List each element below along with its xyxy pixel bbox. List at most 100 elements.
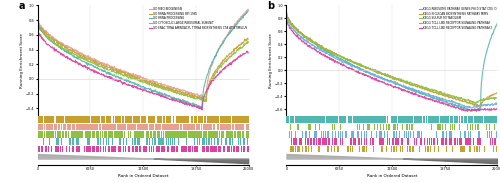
- Bar: [211, 131, 212, 138]
- Bar: [129, 124, 130, 130]
- Bar: [107, 116, 108, 123]
- Bar: [166, 131, 168, 138]
- Bar: [181, 131, 182, 138]
- Bar: [83, 124, 84, 130]
- Bar: [58, 124, 59, 130]
- Bar: [233, 146, 234, 152]
- Bar: [384, 131, 385, 138]
- Bar: [326, 124, 328, 130]
- Bar: [135, 131, 136, 138]
- Bar: [217, 138, 218, 145]
- Bar: [180, 124, 182, 130]
- Bar: [76, 124, 77, 130]
- Bar: [456, 124, 458, 130]
- Bar: [182, 138, 184, 145]
- Bar: [100, 131, 101, 138]
- Bar: [180, 146, 182, 152]
- Bar: [214, 146, 215, 152]
- Bar: [81, 116, 82, 123]
- Bar: [132, 138, 133, 145]
- Bar: [323, 131, 324, 138]
- Bar: [87, 131, 88, 138]
- Bar: [452, 116, 453, 123]
- Bar: [82, 138, 83, 145]
- Legend: GO RIBO BIOGENESIS, GO RRNA PROCESSING BPI 1985, GO RRNA PROCESSING, GO CYTOSOLI: GO RIBO BIOGENESIS, GO RRNA PROCESSING B…: [149, 7, 247, 30]
- Bar: [55, 146, 56, 152]
- Bar: [398, 138, 399, 145]
- Bar: [342, 116, 343, 123]
- Bar: [236, 124, 237, 130]
- Bar: [232, 131, 234, 138]
- Bar: [342, 131, 343, 138]
- Bar: [292, 146, 293, 152]
- Bar: [240, 124, 241, 130]
- Bar: [202, 116, 203, 123]
- Bar: [324, 116, 325, 123]
- Bar: [49, 124, 50, 130]
- Bar: [170, 124, 171, 130]
- Bar: [324, 116, 325, 123]
- Bar: [105, 124, 106, 130]
- Bar: [56, 116, 57, 123]
- Bar: [320, 138, 321, 145]
- Bar: [442, 138, 443, 145]
- Bar: [41, 146, 42, 152]
- Bar: [70, 124, 71, 130]
- Bar: [389, 124, 390, 130]
- Bar: [138, 116, 139, 123]
- Bar: [89, 131, 90, 138]
- Bar: [148, 138, 150, 145]
- Bar: [409, 116, 410, 123]
- Bar: [468, 116, 469, 123]
- Bar: [387, 131, 388, 138]
- Bar: [235, 116, 236, 123]
- Bar: [80, 124, 81, 130]
- Bar: [65, 124, 66, 130]
- Bar: [248, 131, 249, 138]
- Bar: [376, 131, 377, 138]
- Bar: [120, 124, 121, 130]
- Bar: [203, 124, 204, 130]
- Bar: [72, 124, 73, 130]
- Bar: [38, 146, 40, 152]
- Bar: [402, 116, 403, 123]
- Bar: [288, 116, 289, 123]
- Bar: [72, 116, 74, 123]
- Bar: [244, 124, 246, 130]
- Bar: [90, 131, 91, 138]
- Bar: [154, 116, 156, 123]
- Bar: [440, 124, 441, 130]
- Bar: [72, 124, 74, 130]
- Bar: [220, 146, 221, 152]
- Bar: [227, 146, 228, 152]
- Bar: [144, 146, 145, 152]
- Bar: [436, 116, 437, 123]
- Bar: [357, 116, 358, 123]
- Bar: [64, 116, 66, 123]
- Bar: [88, 131, 89, 138]
- Bar: [335, 116, 336, 123]
- Bar: [410, 116, 412, 123]
- Bar: [389, 138, 390, 145]
- Bar: [305, 146, 306, 152]
- Bar: [51, 116, 52, 123]
- Bar: [182, 131, 184, 138]
- Bar: [61, 116, 62, 123]
- Bar: [383, 138, 384, 145]
- Bar: [382, 138, 383, 145]
- Bar: [181, 124, 182, 130]
- Bar: [459, 116, 460, 123]
- Bar: [376, 116, 377, 123]
- Bar: [383, 138, 384, 145]
- Bar: [114, 138, 115, 145]
- Bar: [138, 138, 139, 145]
- Bar: [305, 116, 306, 123]
- Bar: [418, 131, 419, 138]
- Bar: [157, 131, 158, 138]
- Bar: [153, 131, 154, 138]
- Bar: [64, 124, 66, 130]
- Bar: [474, 116, 476, 123]
- Bar: [89, 138, 90, 145]
- Bar: [215, 116, 216, 123]
- Bar: [104, 124, 105, 130]
